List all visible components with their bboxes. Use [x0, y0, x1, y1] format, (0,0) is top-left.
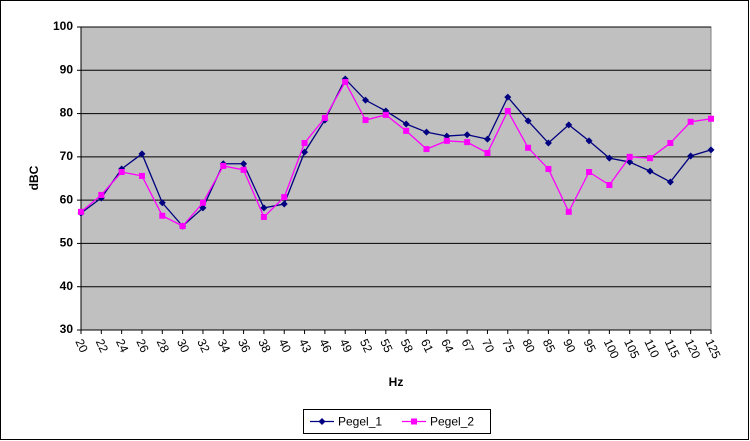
legend-label: Pegel_1	[338, 415, 382, 429]
marker	[301, 140, 308, 147]
marker	[647, 155, 654, 162]
marker	[260, 214, 267, 221]
marker	[281, 194, 288, 201]
marker	[98, 191, 105, 198]
x-tick-label: 22	[93, 337, 111, 355]
marker	[318, 418, 326, 425]
marker	[544, 139, 552, 147]
marker	[240, 160, 248, 168]
legend-box	[303, 409, 491, 434]
marker	[585, 137, 593, 145]
y-tick-label: 100	[53, 19, 73, 33]
marker	[240, 166, 247, 173]
x-tick-label: 20	[72, 337, 90, 355]
marker	[220, 162, 227, 169]
marker	[707, 146, 715, 154]
marker	[464, 139, 471, 146]
marker	[403, 127, 410, 134]
marker	[362, 117, 369, 124]
x-tick-label: 70	[479, 337, 497, 355]
legend-label: Pegel_2	[430, 415, 474, 429]
marker	[483, 135, 491, 143]
marker	[342, 78, 349, 85]
marker	[605, 154, 613, 162]
x-tick-label: 40	[276, 337, 294, 355]
x-tick-label: 80	[520, 337, 538, 355]
y-tick-label: 30	[60, 322, 74, 336]
x-tick-label: 34	[215, 337, 233, 355]
marker	[687, 118, 694, 125]
x-tick-label: 90	[560, 337, 578, 355]
plot-area	[80, 26, 712, 331]
x-tick-label: 30	[174, 337, 192, 355]
x-tick-label: 28	[154, 337, 172, 355]
marker	[382, 111, 389, 118]
marker	[484, 149, 491, 156]
marker	[606, 181, 613, 188]
x-tick-label: 55	[377, 337, 395, 355]
marker	[565, 208, 572, 215]
x-tick-label: 38	[255, 337, 273, 355]
marker	[321, 114, 328, 121]
series-line	[80, 80, 712, 227]
marker	[179, 223, 186, 230]
x-tick-label: 43	[296, 337, 314, 355]
x-tick-label: 75	[499, 337, 517, 355]
x-tick-label: 24	[113, 337, 131, 355]
y-tick-label: 70	[60, 149, 74, 163]
x-tick-label: 64	[438, 337, 456, 355]
x-tick-label: 95	[580, 337, 598, 355]
marker	[158, 199, 166, 207]
x-tick-label: 52	[357, 337, 375, 355]
y-tick-label: 80	[60, 106, 74, 120]
x-tick-label: 67	[459, 337, 477, 355]
marker	[199, 199, 206, 206]
y-tick-label: 40	[60, 279, 74, 293]
marker	[78, 208, 84, 215]
marker	[138, 150, 146, 158]
x-tick-label: 61	[418, 337, 436, 355]
marker	[301, 148, 309, 156]
marker	[504, 107, 511, 114]
x-axis-title: Hz	[389, 375, 404, 389]
marker	[423, 146, 430, 153]
marker	[280, 200, 288, 208]
marker	[422, 128, 430, 136]
x-tick-label: 85	[540, 337, 558, 355]
x-tick-label: 58	[398, 337, 416, 355]
marker	[362, 96, 370, 104]
marker	[138, 172, 145, 179]
marker	[646, 167, 654, 175]
y-tick-label: 90	[60, 62, 74, 76]
y-tick-label: 60	[60, 192, 74, 206]
marker	[402, 120, 410, 128]
marker	[545, 165, 552, 172]
x-tick-label: 46	[316, 337, 334, 355]
x-tick-label: 26	[133, 337, 151, 355]
marker	[411, 418, 417, 425]
marker	[565, 121, 573, 129]
marker	[586, 169, 593, 176]
marker	[667, 140, 674, 147]
marker	[525, 144, 532, 151]
y-axis-title: dBC	[27, 165, 41, 190]
marker	[463, 131, 471, 139]
marker	[524, 117, 532, 125]
marker	[159, 212, 166, 219]
marker	[708, 115, 714, 122]
y-tick-label: 50	[60, 236, 74, 250]
marker	[504, 93, 512, 101]
marker	[260, 204, 268, 212]
marker	[687, 152, 695, 160]
marker	[443, 132, 451, 140]
marker	[443, 137, 450, 144]
marker	[199, 204, 207, 212]
x-tick-label: 49	[337, 337, 355, 355]
x-tick-label: 36	[235, 337, 253, 355]
x-tick-label: 32	[194, 337, 212, 355]
marker	[118, 169, 125, 176]
marker	[666, 178, 674, 186]
marker	[626, 153, 633, 160]
